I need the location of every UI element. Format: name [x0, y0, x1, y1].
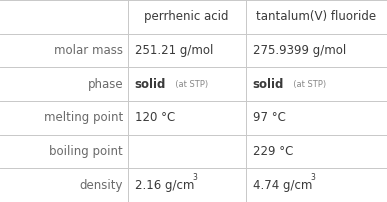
Text: 4.74 g/cm: 4.74 g/cm	[253, 179, 312, 192]
Text: 97 °C: 97 °C	[253, 111, 286, 124]
Text: 120 °C: 120 °C	[135, 111, 175, 124]
Text: phase: phase	[87, 78, 123, 91]
Text: molar mass: molar mass	[54, 44, 123, 57]
Text: 3: 3	[310, 173, 315, 182]
Text: 275.9399 g/mol: 275.9399 g/mol	[253, 44, 346, 57]
Text: boiling point: boiling point	[49, 145, 123, 158]
Text: density: density	[80, 179, 123, 192]
Text: (at STP): (at STP)	[288, 80, 327, 89]
Text: tantalum(V) fluoride: tantalum(V) fluoride	[256, 10, 377, 23]
Text: solid: solid	[253, 78, 284, 91]
Text: (at STP): (at STP)	[170, 80, 209, 89]
Text: 3: 3	[192, 173, 197, 182]
Text: 229 °C: 229 °C	[253, 145, 293, 158]
Text: 251.21 g/mol: 251.21 g/mol	[135, 44, 213, 57]
Text: 2.16 g/cm: 2.16 g/cm	[135, 179, 194, 192]
Text: solid: solid	[135, 78, 166, 91]
Text: perrhenic acid: perrhenic acid	[144, 10, 229, 23]
Text: melting point: melting point	[44, 111, 123, 124]
